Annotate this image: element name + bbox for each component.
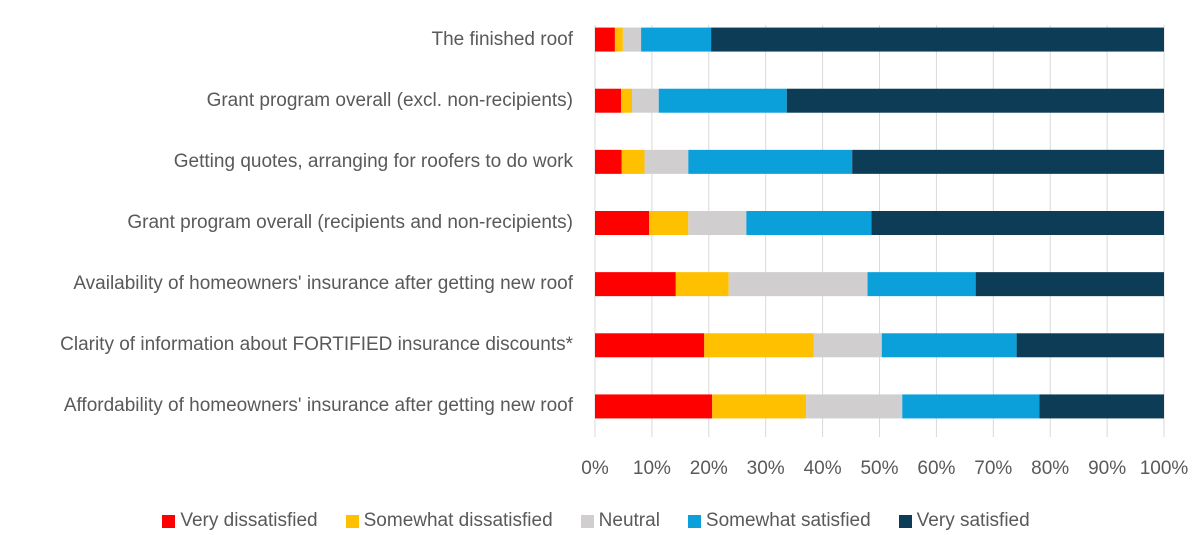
category-label-box: Affordability of homeowners' insurance a… <box>8 376 573 436</box>
bar-segment <box>641 27 712 52</box>
x-tick-label: 60% <box>917 458 955 479</box>
bar-segment <box>595 88 622 113</box>
bar-segment <box>813 333 882 358</box>
bar-segment <box>688 211 747 235</box>
bar-segment <box>595 149 622 174</box>
x-tick-label: 100% <box>1140 458 1189 479</box>
x-tick-label: 0% <box>581 458 609 479</box>
bar-segment <box>675 272 729 297</box>
x-tick-label: 90% <box>1088 458 1126 479</box>
legend-label: Somewhat satisfied <box>705 510 871 531</box>
bar-segment <box>975 272 1164 297</box>
category-label-box: Clarity of information about FORTIFIED i… <box>8 315 573 375</box>
bar-segment <box>595 394 713 419</box>
category-label: Availability of homeowners' insurance af… <box>73 273 573 295</box>
bar-segment <box>631 88 659 113</box>
bar-segment <box>704 333 814 358</box>
bar-segment <box>867 272 976 297</box>
bar-segment <box>881 333 1017 358</box>
category-label: The finished roof <box>431 28 573 50</box>
bar-segment <box>649 211 689 235</box>
legend-item: Neutral <box>580 510 660 532</box>
bar-segment <box>595 27 615 52</box>
x-tick-label: 10% <box>633 458 671 479</box>
category-label: Grant program overall (recipients and no… <box>127 212 573 233</box>
category-label-box: Grant program overall (recipients and no… <box>8 193 573 253</box>
category-label: Clarity of information about FORTIFIED i… <box>60 334 573 356</box>
legend-swatch <box>898 514 912 528</box>
legend-swatch <box>345 514 359 528</box>
bar-segment <box>644 149 689 174</box>
legend-item: Somewhat satisfied <box>687 510 871 532</box>
bar-segment <box>712 394 807 419</box>
bar-segment <box>852 149 1164 174</box>
bar-segment <box>622 27 642 52</box>
bar-segment <box>746 211 872 235</box>
legend-label: Neutral <box>598 510 660 531</box>
category-label: Affordability of homeowners' insurance a… <box>63 395 573 417</box>
legend-item: Very satisfied <box>898 510 1030 532</box>
x-tick-label: 80% <box>1031 458 1069 479</box>
legend-label: Somewhat dissatisfied <box>363 510 553 531</box>
bar-segment <box>1039 394 1164 419</box>
bar-segment <box>786 88 1164 113</box>
category-label-box: The finished roof <box>8 10 573 70</box>
bar-segment <box>658 88 787 113</box>
bar-segment <box>595 272 676 297</box>
legend-item: Very dissatisfied <box>162 510 318 532</box>
legend-swatch <box>580 514 594 528</box>
legend: Very dissatisfied Somewhat dissatisfied Ne… <box>0 510 1192 532</box>
legend-item: Somewhat dissatisfied <box>345 510 553 532</box>
bar-segment <box>1016 333 1164 358</box>
bar-segment <box>621 149 645 174</box>
legend-swatch <box>162 514 176 528</box>
bar-segment <box>902 394 1040 419</box>
category-label: Getting quotes, arranging for roofers to… <box>173 150 573 172</box>
x-tick-label: 50% <box>860 458 898 479</box>
bar-segment <box>595 211 650 235</box>
x-tick-label: 70% <box>974 458 1012 479</box>
bar-segment <box>806 394 903 419</box>
bar-segment <box>728 272 868 297</box>
bar-segment <box>688 149 853 174</box>
bar-segment <box>871 211 1164 235</box>
category-label-box: Getting quotes, arranging for roofers to… <box>8 132 573 192</box>
bar-segment <box>711 27 1164 52</box>
x-tick-label: 40% <box>804 458 842 479</box>
x-tick-label: 30% <box>747 458 785 479</box>
bar-segment <box>614 27 623 52</box>
legend-label: Very dissatisfied <box>180 510 318 531</box>
x-tick-label: 20% <box>690 458 728 479</box>
legend-label: Very satisfied <box>916 510 1030 531</box>
category-label-box: Availability of homeowners' insurance af… <box>8 254 573 314</box>
category-label-box: Grant program overall (excl. non-recipie… <box>8 71 573 131</box>
bar-segment <box>595 333 705 358</box>
legend-swatch <box>687 514 701 528</box>
category-label: Grant program overall (excl. non-recipie… <box>206 89 573 111</box>
bar-segment <box>621 88 632 113</box>
